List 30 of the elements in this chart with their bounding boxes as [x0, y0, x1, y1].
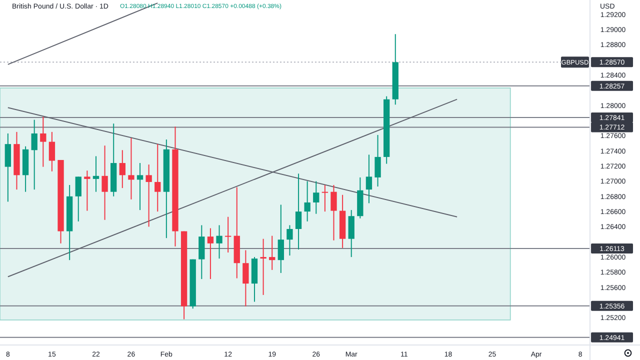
candlestick	[119, 150, 126, 189]
candlestick	[313, 180, 320, 214]
candlestick	[242, 250, 249, 307]
candlestick	[92, 156, 100, 192]
candlestick	[348, 210, 354, 258]
candlestick	[136, 162, 144, 211]
candlestick	[224, 216, 232, 253]
candlestick	[366, 154, 372, 204]
candlestick	[48, 131, 56, 172]
candlestick	[330, 184, 337, 241]
candlestick	[4, 132, 12, 202]
candlestick	[278, 204, 284, 274]
candlestick	[322, 184, 328, 212]
candlestick	[216, 224, 222, 260]
candlestick	[84, 170, 90, 212]
candlestick	[31, 119, 38, 190]
candlestick	[146, 164, 152, 228]
candlestick	[128, 138, 134, 200]
candlestick	[295, 173, 302, 250]
candlestick	[269, 235, 276, 270]
candlestick	[207, 228, 214, 280]
candlestick	[260, 238, 266, 296]
candlestick	[198, 224, 205, 280]
candlestick	[374, 134, 381, 188]
candlestick	[286, 224, 293, 256]
candlestick	[75, 176, 82, 222]
candlestick	[102, 145, 108, 220]
candlestick	[154, 144, 161, 212]
candlestick	[40, 116, 46, 168]
candlestick	[304, 180, 310, 222]
